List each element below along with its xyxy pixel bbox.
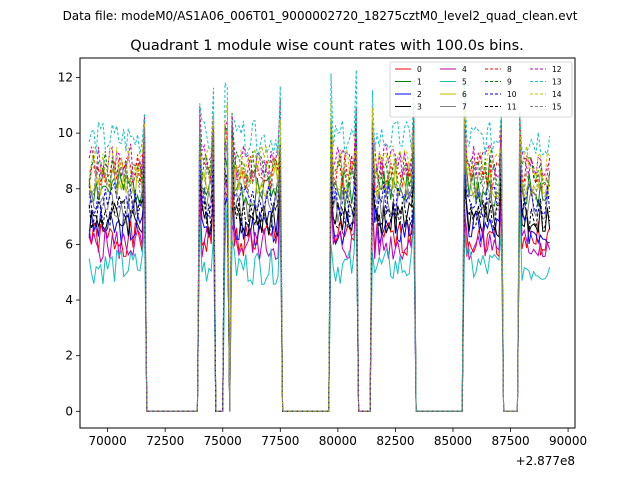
legend-frame [389, 61, 573, 118]
series-layer [88, 69, 551, 412]
x-tick-label: 82500 [376, 434, 414, 448]
legend-label-3: 3 [417, 103, 422, 112]
x-tick-label: 87500 [491, 434, 529, 448]
y-tick-label: 12 [58, 70, 73, 84]
x-tick-label: 70000 [89, 434, 127, 448]
legend-label-7: 7 [462, 103, 467, 112]
y-tick-label: 10 [58, 126, 73, 140]
legend-label-9: 9 [507, 78, 512, 87]
legend-label-0: 0 [417, 65, 422, 74]
legend-label-14: 14 [552, 90, 562, 99]
legend-label-12: 12 [552, 65, 562, 74]
series-line-10 [88, 136, 551, 412]
x-tick-label: 80000 [319, 434, 357, 448]
series-line-6 [88, 108, 551, 412]
y-tick-label: 2 [65, 349, 73, 363]
legend-label-15: 15 [552, 103, 562, 112]
legend-label-6: 6 [462, 90, 467, 99]
y-tick-label: 8 [65, 182, 73, 196]
x-tick-label: 85000 [434, 434, 472, 448]
legend-label-1: 1 [417, 78, 422, 87]
y-axis: 0 2 4 6 8 10 12 [58, 70, 80, 418]
chart-title: Quadrant 1 module wise count rates with … [130, 38, 524, 54]
series-line-3 [88, 151, 551, 412]
series-line-7 [88, 135, 550, 412]
legend-label-5: 5 [462, 78, 467, 87]
y-tick-label: 0 [65, 404, 73, 418]
legend-label-2: 2 [417, 90, 422, 99]
legend-label-10: 10 [507, 90, 517, 99]
x-axis: 70000 72500 75000 77500 80000 82500 85000 87500… [89, 428, 587, 448]
chart-suptitle: Data file: modeM0/AS1A06_006T01_90000027… [63, 9, 578, 23]
legend-label-11: 11 [507, 103, 517, 112]
x-tick-label: 75000 [204, 434, 242, 448]
legend-label-8: 8 [507, 65, 512, 74]
legend-label-4: 4 [462, 65, 467, 74]
x-tick-label: 77500 [261, 434, 299, 448]
x-offset-label: +2.877e8 [516, 454, 575, 468]
legend-label-13: 13 [552, 78, 562, 87]
plot-frame [79, 57, 576, 429]
y-tick-label: 6 [65, 237, 73, 251]
series-line-15 [88, 117, 551, 412]
x-tick-label: 72500 [146, 434, 184, 448]
series-line-14 [88, 100, 551, 412]
y-tick-label: 4 [65, 293, 73, 307]
series-line-2 [88, 151, 550, 412]
x-tick-label: 90000 [549, 434, 587, 448]
series-line-12 [88, 99, 551, 412]
